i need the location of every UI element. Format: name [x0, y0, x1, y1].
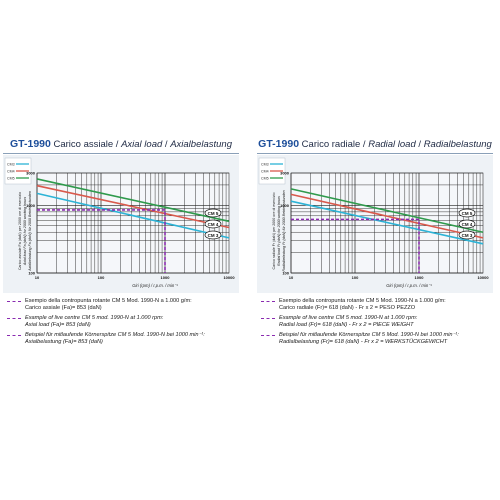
x-tick-label: 100 [352, 275, 359, 280]
note-line-1: Esempio della contropunta rotante CM 5 M… [279, 298, 446, 304]
example-dash-marker [261, 301, 275, 302]
note-german: Beispiel für mitlaufende Körnerspitze CM… [3, 332, 239, 346]
x-tick-label: 10 [35, 275, 40, 280]
example-guide-line [37, 209, 166, 273]
x-tick-label: 10000 [223, 275, 235, 280]
series-line-cm5 [36, 178, 230, 223]
note-english: Example of live centre CM 5 mod. 1990-N … [257, 315, 493, 329]
series-line-cm5 [290, 188, 484, 234]
y-tick-label: 1000 [280, 203, 290, 208]
title-separator: / [415, 139, 424, 150]
series-end-label-badge [204, 208, 222, 218]
y-tick-label: 3000 [280, 171, 290, 176]
example-dash-marker [7, 301, 21, 302]
series-line-cm3 [36, 192, 230, 239]
note-english: Example of live centre CM 5 mod. 1990-N … [3, 315, 239, 329]
title-italian: Carico radiale [301, 139, 361, 150]
note-line-2: Carico radiale (Fr)= 618 (daN) - Fr x 2 … [279, 305, 416, 311]
title-italian: Carico assiale [53, 139, 114, 150]
series-line-cm3 [290, 200, 484, 245]
example-dash-marker [261, 335, 275, 336]
model-code: GT-1990 [258, 138, 300, 150]
radial-load-chart: CM 5 CM 4 CM 3 CM3 CM4 CM5 100 1000 3000 10 100 100… [257, 155, 493, 293]
series-line-cm4 [36, 184, 230, 229]
series-end-label-badge [458, 230, 476, 240]
series-end-label-badge [204, 219, 222, 229]
legend-label: CM3 [261, 163, 269, 167]
y-axis-label: Axial load Fa (daN) for 2000 working hou… [23, 197, 27, 267]
chart-title: GT-1990 Carico assiale / Axial load / Ax… [3, 136, 239, 154]
model-code: GT-1990 [9, 138, 51, 150]
legend-label: CM5 [7, 177, 15, 181]
note-line-2: Carico assiale (Fa)= 853 (daN) [25, 305, 102, 311]
title-separator: / [162, 139, 171, 150]
radial-load-panel: GT-1990 Carico radiale / Radial load / R… [257, 136, 493, 349]
note-german: Beispiel für mitlaufende Körnerspitze CM… [257, 332, 493, 346]
legend-label: CM4 [261, 170, 269, 174]
y-axis-label: Carico radiale Fr (daN) per 2000 ore di … [272, 193, 276, 270]
note-line-1: Beispiel für mitlaufende Körnerspitze CM… [279, 332, 459, 338]
y-tick-label: 100 [28, 271, 35, 276]
x-tick-label: 10000 [477, 275, 489, 280]
series-line-cm4 [290, 193, 484, 239]
note-line-2: Radial load (Fr)= 618 (daN) - Fr x 2 = P… [279, 322, 414, 328]
title-separator: / [360, 139, 369, 150]
axial-load-chart: CM 5 CM 4 CM 3 CM3 CM4 CM5 100 1000 3000 10 100 100… [3, 155, 239, 293]
series-end-label: CM 5 [208, 211, 219, 216]
series-end-label-badge [204, 230, 222, 240]
x-tick-label: 100 [98, 275, 105, 280]
example-notes: Esempio della contropunta rotante CM 5 M… [257, 298, 493, 346]
note-line-1: Example of live centre CM 5 mod. 1990-N … [25, 315, 164, 321]
example-dash-marker [7, 335, 21, 336]
y-tick-label: 3000 [26, 171, 36, 176]
series-end-label-badge [458, 208, 476, 218]
series-end-label-badge [458, 219, 476, 229]
series-end-label: CM 3 [208, 233, 219, 238]
note-line-2: Axial load (Fa)= 853 (daN) [25, 322, 91, 328]
y-axis-label: Axialbelastung Fa (daN) für 2000 Betrieb… [28, 191, 32, 272]
x-axis-label: Giri (rpm) / r.p.m. / min⁻¹ [132, 283, 178, 288]
title-german: Axialbelastung [170, 139, 232, 150]
note-line-2: Radialbelastung (Fr)= 618 (daN) - Fr x 2… [279, 339, 448, 345]
legend-label: CM5 [261, 177, 269, 181]
series-end-label: CM 4 [208, 222, 219, 227]
y-axis-label: Carico assiale Fa (daN) per 2000 ore di … [18, 192, 22, 270]
chart-title: GT-1990 Carico radiale / Radial load / R… [257, 136, 493, 154]
y-axis-label: Radial load Fr (daN) for 2000 working ho… [277, 196, 281, 266]
title-separator: / [113, 139, 122, 150]
note-line-2: Axialbelastung (Fa)= 853 (daN) [25, 339, 103, 345]
title-english: Axial load [121, 139, 163, 150]
x-tick-label: 1000 [415, 275, 425, 280]
axial-load-panel: GT-1990 Carico assiale / Axial load / Ax… [3, 136, 239, 349]
example-dash-marker [261, 318, 275, 319]
title-english: Radial load [368, 139, 416, 150]
example-notes: Esempio della contropunta rotante CM 5 M… [3, 298, 239, 346]
x-axis-label: Giri (rpm) / r.p.m. / min⁻¹ [386, 283, 432, 288]
series-end-label: CM 4 [462, 222, 473, 227]
y-tick-label: 1000 [26, 203, 36, 208]
note-italian: Esempio della contropunta rotante CM 5 M… [3, 298, 239, 312]
x-tick-label: 10 [289, 275, 294, 280]
legend-label: CM3 [7, 163, 15, 167]
example-guide-line [291, 218, 420, 273]
note-line-1: Esempio della contropunta rotante CM 5 M… [25, 298, 192, 304]
example-dash-marker [7, 318, 21, 319]
note-line-1: Example of live centre CM 5 mod. 1990-N … [279, 315, 418, 321]
note-italian: Esempio della contropunta rotante CM 5 M… [257, 298, 493, 312]
y-axis-label: Radialbelastung Fr (daN) für 2000 Betrie… [282, 190, 286, 271]
series-end-label: CM 3 [462, 233, 473, 238]
note-line-1: Beispiel für mitlaufende Körnerspitze CM… [25, 332, 205, 338]
plot-area [36, 172, 230, 274]
title-german: Radialbelastung [423, 139, 492, 150]
series-end-label: CM 5 [462, 211, 473, 216]
y-tick-label: 100 [282, 271, 289, 276]
x-tick-label: 1000 [161, 275, 171, 280]
legend-label: CM4 [7, 170, 15, 174]
